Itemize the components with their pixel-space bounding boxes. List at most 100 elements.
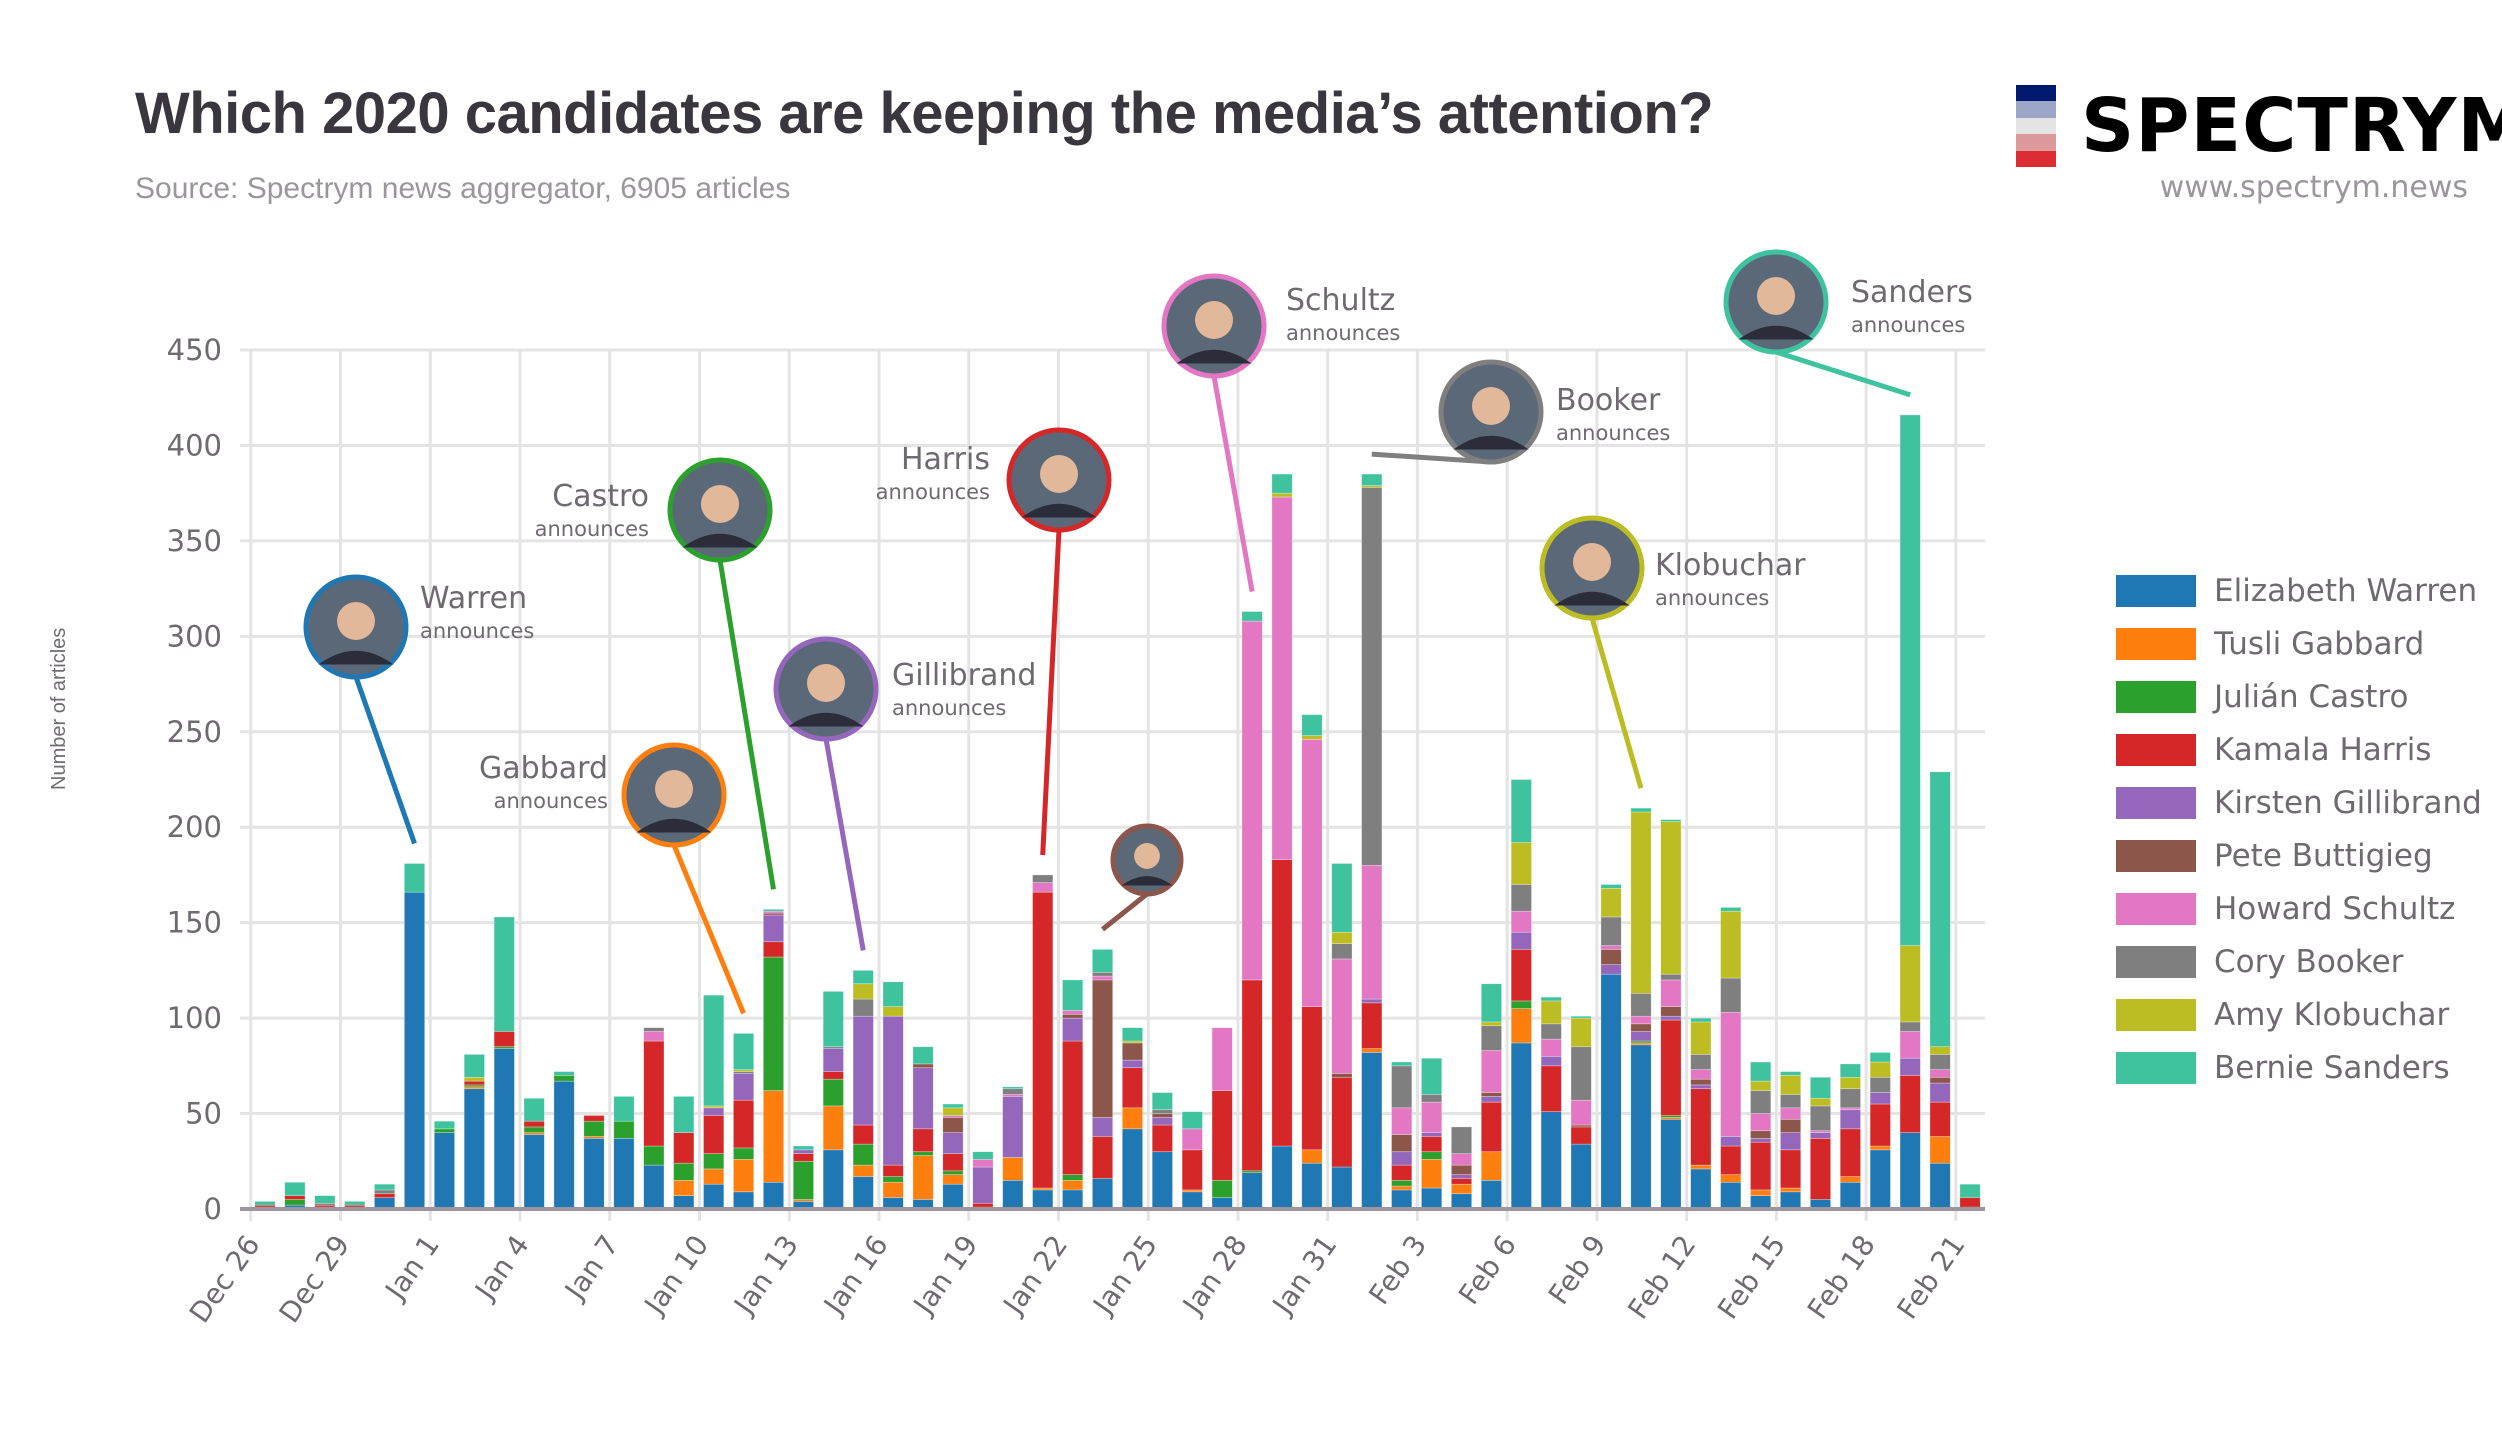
bar-segment	[1451, 1174, 1472, 1179]
bar-segment	[1869, 1103, 1891, 1147]
x-tick-label: Jan 19	[906, 1229, 984, 1321]
x-tick-label: Jan 16	[816, 1229, 894, 1321]
annotation-leader-line	[823, 738, 866, 951]
x-tick-label: Jan 1	[378, 1229, 446, 1307]
bar-segment	[1899, 1031, 1921, 1059]
y-tick-label: 450	[167, 333, 222, 367]
legend-swatch	[2116, 839, 2196, 872]
x-tick-label: Jan 7	[557, 1229, 625, 1307]
bar-segment	[1062, 1013, 1084, 1019]
bar-segment	[1241, 1172, 1263, 1210]
bar-segment	[1151, 1092, 1173, 1111]
bar-segment	[1480, 1096, 1502, 1103]
bar-segment	[1600, 945, 1622, 950]
brand-name: SPECTRYM	[2081, 83, 2502, 169]
bar-segment	[1869, 1052, 1891, 1063]
bar-segment	[1720, 1174, 1742, 1183]
bar-segment	[1211, 1090, 1233, 1181]
annotation-caption: announces	[420, 619, 534, 643]
bar-segment	[1002, 1086, 1024, 1090]
bar-segment	[912, 1151, 934, 1156]
bar-segment	[1241, 620, 1263, 981]
bar-segment	[1062, 1180, 1084, 1191]
bar-segment	[1750, 1138, 1772, 1143]
y-tick-label: 150	[167, 906, 222, 940]
bar-segment	[1241, 611, 1263, 622]
bar-segment	[1540, 1055, 1562, 1067]
bar-segment	[912, 1046, 934, 1065]
x-tick-label: Jan 10	[637, 1229, 715, 1321]
annotation-caption: announces	[494, 789, 608, 813]
legend-item: Cory Booker	[2116, 935, 2482, 988]
x-tick-label: Dec 26	[183, 1229, 267, 1329]
bar-segment	[1151, 1109, 1173, 1114]
bar-segment	[1301, 735, 1323, 740]
legend-label: Cory Booker	[2214, 943, 2404, 980]
legend-item: Howard Schultz	[2116, 882, 2482, 935]
bar-segment	[374, 1189, 396, 1195]
bar-segment	[523, 1097, 545, 1122]
bar-segment	[1690, 1088, 1712, 1166]
x-tick-label: Feb 6	[1452, 1229, 1523, 1310]
bar-segment	[1929, 1054, 1951, 1070]
bar-segment	[852, 983, 874, 1000]
bar-segment	[1480, 1025, 1502, 1051]
bar-segment	[1271, 1145, 1293, 1210]
bar-segment	[1660, 979, 1682, 1007]
x-tick-label: Feb 18	[1801, 1229, 1882, 1325]
brand-url: www.spectrym.news	[2159, 170, 2468, 205]
bar-segment	[942, 1132, 964, 1154]
bar-segment	[433, 1120, 455, 1130]
bar-segment	[1959, 1197, 1981, 1208]
bar-segment	[1630, 1023, 1652, 1032]
y-tick-label: 250	[167, 715, 222, 749]
bar-segment	[1451, 1193, 1472, 1210]
bar-segment	[1361, 998, 1383, 1004]
bar-segment	[1929, 1076, 1951, 1084]
annotation-name: Klobuchar	[1655, 548, 1806, 583]
bar-segment	[1750, 1061, 1772, 1082]
bar-segment	[1391, 1185, 1413, 1191]
bar-segment	[1780, 1191, 1802, 1210]
bar-segment	[1121, 1027, 1143, 1042]
face-icon	[807, 664, 845, 702]
annotation: Sanders announces	[1723, 249, 1973, 398]
bar-segment	[763, 1090, 784, 1183]
bar-segment	[1690, 1017, 1712, 1023]
bar-segment	[1121, 1059, 1143, 1069]
bar-segment	[1750, 1080, 1772, 1091]
bar-segment	[1181, 1149, 1203, 1191]
shoulders-icon	[788, 712, 864, 727]
bar-segment	[1092, 971, 1114, 977]
annotation-caption: announces	[876, 480, 990, 504]
annotation-name: Schultz	[1286, 283, 1395, 318]
bar-segment	[1331, 1166, 1353, 1210]
bar-segment	[1092, 975, 1114, 981]
bar-segment	[852, 998, 874, 1017]
bar-segment	[314, 1195, 336, 1204]
face-icon	[1757, 277, 1795, 315]
annotation: Gabbard announces	[479, 742, 746, 1015]
bar-segment	[852, 1124, 874, 1145]
bar-segment	[792, 1149, 814, 1154]
shoulders-icon	[318, 650, 394, 665]
annotation: Castro announces	[535, 457, 776, 890]
bar-segment	[523, 1120, 545, 1128]
bar-segment	[1540, 1038, 1562, 1057]
bar-segment	[1630, 811, 1652, 994]
annotation-name: Gabbard	[479, 751, 608, 786]
bar-segment	[1062, 1017, 1084, 1042]
bar-segment	[763, 914, 784, 943]
legend-label: Howard Schultz	[2214, 890, 2456, 927]
bar-segment	[1421, 1159, 1443, 1189]
bar-segment	[1510, 949, 1532, 1002]
bar-segment	[1899, 1075, 1921, 1133]
bar-segment	[703, 1153, 725, 1170]
bar-segment	[1600, 884, 1622, 889]
bar-segment	[1929, 1136, 1951, 1164]
bar-segment	[1062, 979, 1084, 1011]
annotation-caption: announces	[1556, 421, 1670, 445]
y-tick-label: 350	[167, 524, 222, 558]
bar-segment	[942, 1183, 964, 1210]
x-tick-label: Dec 29	[273, 1229, 357, 1329]
